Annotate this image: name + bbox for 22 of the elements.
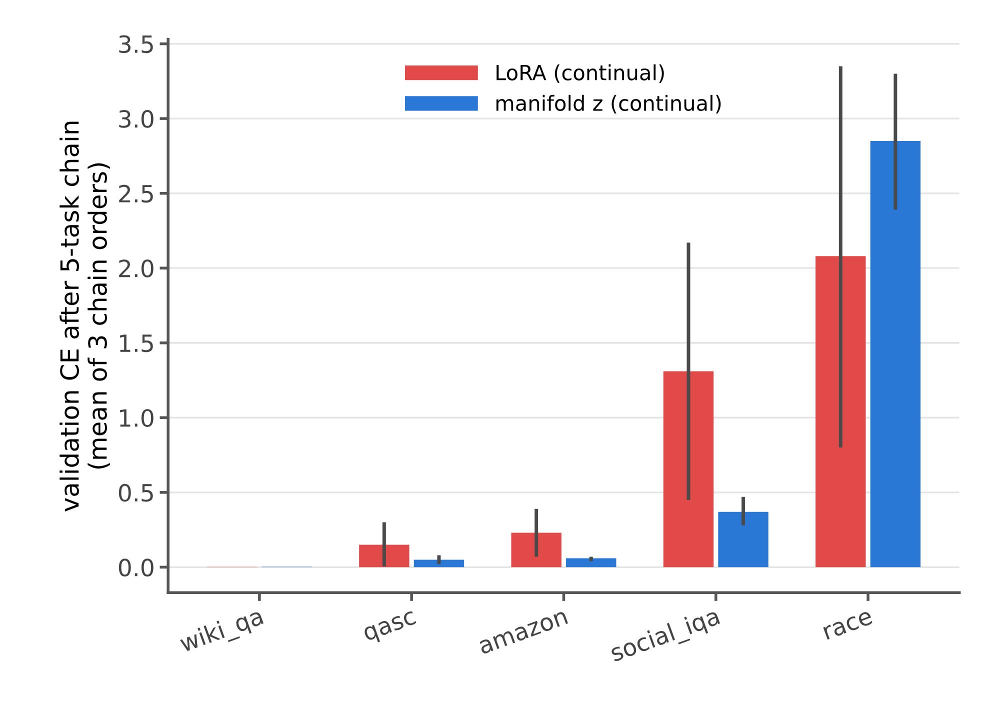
- bar: [359, 544, 410, 568]
- bar: [414, 560, 464, 568]
- x-tick-label: qasc: [362, 610, 418, 646]
- y-tick-label: 3.0: [119, 110, 154, 128]
- bar: [718, 512, 768, 568]
- legend-label: LoRA (continual): [496, 64, 664, 83]
- y-tick-label: 2.5: [119, 184, 153, 203]
- y-tick-label: 1.5: [120, 334, 153, 352]
- bar: [870, 140, 921, 568]
- y-tick-label: 0.5: [118, 484, 153, 502]
- y-tick-label: 2.0: [119, 260, 154, 278]
- legend-label: manifold z (continual): [496, 94, 721, 114]
- bar: [663, 371, 714, 568]
- bar: [566, 558, 616, 568]
- y-tick-label: 3.5: [119, 35, 153, 54]
- y-axis-title: validation CE after 5-task chain (mean of 3 chain orders): [60, 122, 110, 512]
- x-tick-label: race: [823, 610, 874, 640]
- x-tick-label: wiki_qa: [178, 606, 266, 658]
- y-tick-label: 1.0: [120, 409, 154, 427]
- bar: [511, 532, 562, 568]
- bar: [816, 256, 866, 568]
- y-tick-label: 0.0: [118, 558, 154, 576]
